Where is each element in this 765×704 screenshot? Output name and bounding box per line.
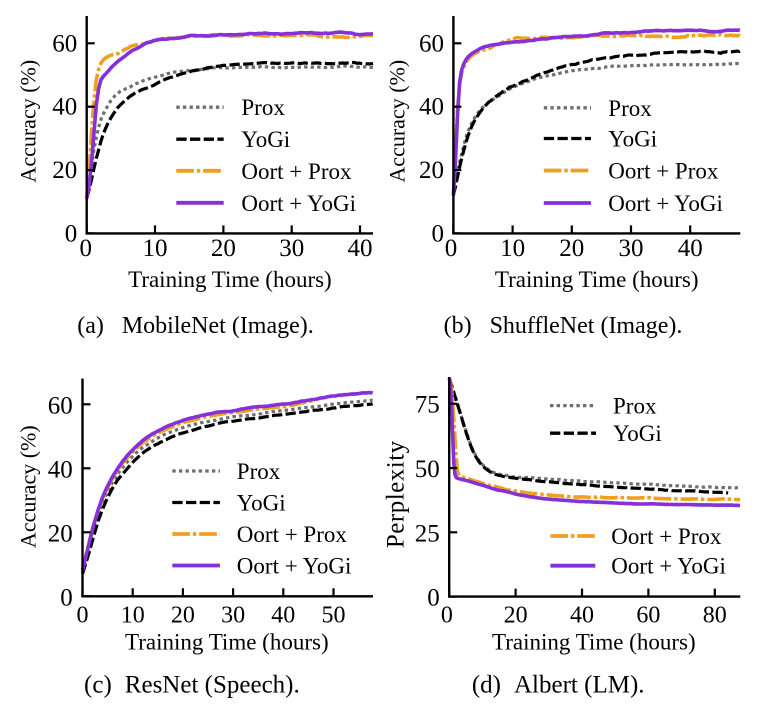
svg-text:Accuracy (%): Accuracy (%) <box>384 60 409 183</box>
svg-text:(d)Albert (LM).: (d) Albert (LM). <box>472 671 645 698</box>
svg-text:Perplexity: Perplexity <box>382 440 409 548</box>
svg-text:30: 30 <box>221 602 245 628</box>
svg-text:Oort + YoGi: Oort + YoGi <box>608 191 723 216</box>
svg-text:Prox: Prox <box>237 459 281 484</box>
svg-text:0: 0 <box>60 584 73 611</box>
svg-text:40: 40 <box>271 602 295 628</box>
svg-text:0: 0 <box>79 235 92 262</box>
svg-text:Training Time (hours): Training Time (hours) <box>128 267 332 292</box>
svg-text:0: 0 <box>445 235 458 262</box>
svg-text:YoGi: YoGi <box>241 127 290 152</box>
svg-text:YoGi: YoGi <box>237 491 286 516</box>
svg-text:Oort + Prox: Oort + Prox <box>237 522 348 547</box>
svg-text:20: 20 <box>48 520 73 547</box>
svg-text:20: 20 <box>52 157 77 184</box>
svg-text:Accuracy (%): Accuracy (%) <box>15 60 40 183</box>
svg-text:Accuracy (%): Accuracy (%) <box>15 425 40 548</box>
svg-text:20: 20 <box>419 157 444 184</box>
svg-text:YoGi: YoGi <box>608 127 657 152</box>
svg-text:50: 50 <box>322 602 346 628</box>
svg-text:30: 30 <box>619 235 644 262</box>
svg-text:40: 40 <box>419 94 444 121</box>
svg-text:Oort + YoGi: Oort + YoGi <box>241 191 356 216</box>
svg-text:Prox: Prox <box>608 96 652 121</box>
svg-text:10: 10 <box>500 235 525 262</box>
svg-text:Oort + Prox: Oort + Prox <box>611 524 722 549</box>
svg-text:Training Time (hours): Training Time (hours) <box>495 267 699 292</box>
svg-text:40: 40 <box>52 94 77 121</box>
svg-text:20: 20 <box>211 235 236 262</box>
svg-text:60: 60 <box>636 602 660 628</box>
svg-text:25: 25 <box>415 520 440 547</box>
svg-text:60: 60 <box>52 30 77 57</box>
svg-text:Training Time (hours): Training Time (hours) <box>492 630 696 655</box>
svg-text:20: 20 <box>171 602 195 628</box>
svg-text:10: 10 <box>143 235 168 262</box>
svg-text:20: 20 <box>504 602 528 628</box>
svg-text:0: 0 <box>427 585 440 612</box>
svg-text:YoGi: YoGi <box>613 421 662 446</box>
svg-text:Training Time (hours): Training Time (hours) <box>125 630 329 655</box>
svg-text:0: 0 <box>77 602 89 628</box>
svg-text:60: 60 <box>48 392 73 419</box>
svg-text:40: 40 <box>348 235 373 262</box>
svg-text:0: 0 <box>65 220 78 247</box>
svg-text:10: 10 <box>121 602 145 628</box>
svg-text:0: 0 <box>441 602 453 628</box>
svg-text:75: 75 <box>415 392 440 419</box>
svg-text:80: 80 <box>703 602 727 628</box>
svg-text:Oort + YoGi: Oort + YoGi <box>611 554 726 579</box>
svg-text:50: 50 <box>415 456 440 483</box>
svg-text:60: 60 <box>419 30 444 57</box>
svg-text:40: 40 <box>678 235 703 262</box>
svg-text:20: 20 <box>559 235 584 262</box>
svg-text:40: 40 <box>48 456 73 483</box>
svg-text:0: 0 <box>432 220 445 247</box>
svg-text:40: 40 <box>570 602 594 628</box>
svg-text:Oort + Prox: Oort + Prox <box>241 159 352 184</box>
svg-text:Oort + Prox: Oort + Prox <box>608 159 719 184</box>
svg-text:Prox: Prox <box>613 394 657 419</box>
svg-text:Prox: Prox <box>241 95 285 120</box>
svg-text:Oort + YoGi: Oort + YoGi <box>237 554 352 579</box>
svg-text:30: 30 <box>279 235 304 262</box>
